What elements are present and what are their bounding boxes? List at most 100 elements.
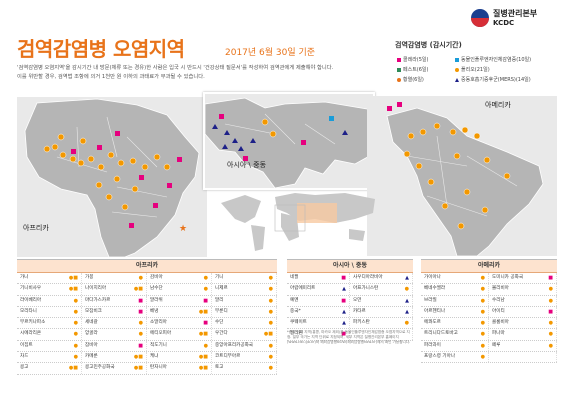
country-cell: 우간다 ●■	[212, 329, 277, 340]
country-name: 브라질	[424, 297, 437, 303]
disease-marker: ●	[203, 342, 208, 349]
disease-marker: ●■	[198, 331, 208, 338]
disease-marker: ●	[268, 308, 273, 315]
disease-marker: ■	[203, 297, 208, 304]
country-cell: 카메룬 ●■	[82, 352, 147, 363]
country-name: 감비아	[150, 275, 163, 280]
country-name: 나이지리아	[85, 286, 107, 292]
country-cell: 가나 ●■	[17, 273, 82, 284]
disease-marker: ■	[203, 320, 208, 327]
country-name: 수리남	[492, 297, 505, 303]
country-name: 남수단	[150, 286, 163, 292]
country-cell: 이집트 ●	[17, 340, 82, 352]
disease-marker: ●	[548, 320, 553, 327]
country-cell: 파라과이 ●	[421, 340, 489, 352]
country-name: 말리	[215, 297, 224, 303]
disease-marker: ●	[73, 297, 78, 304]
country-cell: 모잠비크 ■	[82, 306, 147, 318]
disease-marker: ●■	[133, 286, 143, 293]
table-row: 필리핀 ■	[287, 329, 413, 341]
disease-marker: ●	[404, 320, 409, 327]
logo-english: KCDC	[493, 19, 515, 27]
africa-table: 아프리카 가나 ●■ 가봉 ● 감비아 ● 기니 ● 기니비사우 ●■ 나이지리아 ●■ 남수단 ● 니제르…	[17, 259, 277, 398]
footnote: *중국 전체 지역(홍콩, 마카오 제외)을 동물인플루엔자인체감염증 오염지역…	[287, 330, 411, 344]
country-cell	[350, 329, 413, 340]
table-row: 모리타니 ● 모잠비크 ■ 베냉 ●■ 부룬디 ●	[17, 306, 277, 319]
country-cell: 콩고민주공화국 ●■	[82, 363, 147, 374]
country-name: 쿠웨이트	[290, 320, 307, 326]
country-cell: 말리 ●	[212, 295, 277, 306]
table-row: 쿠웨이트 ▲ 파키스탄 ●	[287, 318, 413, 330]
country-name: 카타르	[353, 308, 366, 314]
world-map	[215, 183, 385, 253]
disease-marker: ▲	[342, 320, 346, 327]
country-name: 모리타니	[20, 308, 37, 314]
description-line-2: 이를 위반할 경우, 검역법 조항에 의거 1천만 원 이하의 과태료가 부과될…	[17, 74, 205, 80]
country-name: 베냉	[150, 308, 159, 314]
country-cell: 도미니카 공화국 ■	[489, 273, 557, 284]
country-name: 가봉	[85, 275, 94, 280]
country-name: 볼리비아	[492, 286, 509, 292]
africa-map: ★ 아프리카	[17, 97, 207, 257]
disease-marker: ●■	[198, 365, 208, 372]
country-name: 가이아나	[424, 275, 441, 280]
america-label: 아메리카	[485, 101, 511, 109]
table-row: 가이아나 ● 도미니카 공화국 ■	[421, 273, 557, 285]
disease-marker: ▲	[342, 308, 346, 315]
country-cell: 볼리비아 ●	[489, 284, 557, 295]
country-name: 콩고	[20, 365, 29, 371]
country-name: 말라위	[150, 297, 163, 303]
country-cell: 파나마 ●	[489, 329, 557, 340]
country-cell: 세네갈 ●	[82, 318, 147, 329]
country-cell: 수리남 ●	[489, 295, 557, 306]
country-name: 시에라리온	[20, 331, 42, 337]
country-name: 에콰도르	[424, 320, 441, 326]
country-cell: 콩고 ●■	[17, 363, 82, 374]
country-cell: 아랍에미리트 ▲	[287, 284, 350, 295]
country-name: 수단	[215, 320, 224, 326]
disease-marker: ●	[480, 275, 485, 281]
country-name: 부르키나파소	[20, 320, 46, 326]
disease-marker: ●	[548, 286, 553, 293]
disease-marker: ■	[138, 342, 143, 349]
country-cell: 적도기니 ●	[147, 340, 212, 352]
disease-marker: ▲	[405, 308, 409, 315]
country-cell: 마다가스카르 ■	[82, 295, 147, 306]
asia-label: 아시아 \ 중동	[227, 161, 267, 169]
legend-item-mers: 중동호흡기증후군(MERS)(14일)	[455, 76, 531, 83]
country-name: 아프가니스탄	[353, 286, 379, 292]
country-cell: 아프가니스탄 ●	[350, 284, 413, 295]
legend-title: 검역감염병 (감시기간)	[395, 41, 462, 49]
country-name: 프랑스령 기아나	[424, 354, 456, 360]
country-name: 토고	[215, 365, 224, 371]
country-cell: 사우디아라비아 ▲	[350, 273, 413, 284]
table-row: 중국* ▲ 카타르 ▲	[287, 306, 413, 319]
country-cell: 라이베리아 ●	[17, 295, 82, 306]
country-name: 기니비사우	[20, 286, 42, 292]
table-row: 프랑스령 기아나 ●	[421, 352, 557, 364]
country-name: 오만	[353, 297, 362, 303]
country-name: 잠비아	[85, 342, 98, 348]
legend-item-plague: 페스트(6일)	[397, 66, 428, 73]
country-cell: 니제르 ●	[212, 284, 277, 295]
country-name: 파키스탄	[353, 320, 370, 326]
disease-marker: ●	[480, 342, 485, 349]
country-name: 모잠비크	[85, 308, 102, 314]
disease-marker: ●	[138, 320, 143, 327]
country-name: 파라과이	[424, 342, 441, 348]
country-cell: 앙골라 ●	[82, 329, 147, 340]
country-name: 라이베리아	[20, 297, 42, 303]
country-name: 콜롬비아	[492, 320, 509, 326]
logo-korean: 질병관리본부	[493, 9, 538, 18]
disease-marker: ●	[73, 354, 78, 361]
page-title: 검역감염병 오염지역	[17, 37, 185, 61]
country-name: 우간다	[215, 331, 228, 337]
disease-marker: ●	[268, 365, 273, 372]
country-name: 탄자니아	[150, 365, 167, 371]
table-row: 아랍에미리트 ▲ 아프가니스탄 ●	[287, 284, 413, 296]
country-cell: 모리타니 ●	[17, 306, 82, 318]
disease-marker: ●	[73, 308, 78, 315]
disease-marker: ●	[203, 275, 208, 281]
country-name: 이집트	[20, 342, 33, 348]
country-name: 사우디아라비아	[353, 275, 383, 280]
